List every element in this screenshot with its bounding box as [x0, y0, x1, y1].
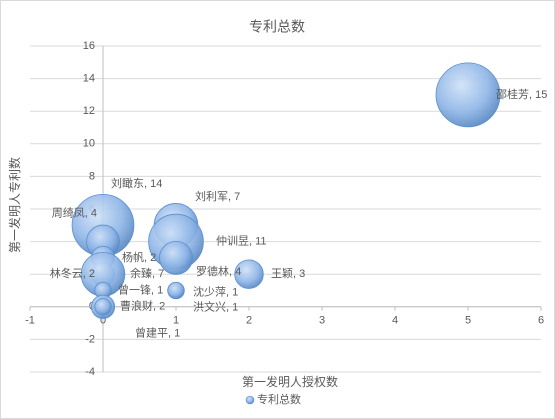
y-tick-label: 12 [83, 105, 95, 117]
bubble [435, 62, 501, 128]
y-tick-label: 10 [83, 138, 95, 150]
chart-title: 专利总数 [249, 19, 305, 35]
data-label: 刘瞰东, 14 [111, 176, 162, 190]
bubble [159, 240, 193, 275]
y-tick-label: 14 [83, 73, 95, 85]
x-tick-label: -1 [25, 315, 35, 327]
data-label: 邵桂芳, 15 [496, 87, 547, 101]
bubble [234, 259, 264, 289]
x-tick-label: 4 [392, 315, 398, 327]
data-label: 曾一锋, 1 [118, 282, 163, 296]
x-tick-label: 6 [538, 315, 544, 327]
data-label: 曾建平, 1 [135, 326, 180, 340]
x-axis-title: 第一发明人授权数 [242, 374, 338, 389]
legend-marker [245, 395, 255, 405]
data-label: 洪文兴, 1 [193, 299, 238, 313]
x-tick-label: 1 [173, 315, 179, 327]
data-label: 曹浪财, 2 [120, 299, 165, 313]
data-label: 罗德林, 4 [196, 264, 241, 278]
data-label: 刘利军, 7 [195, 190, 240, 203]
data-label: 沈少萍, 1 [193, 284, 238, 298]
data-label: 王颖, 3 [271, 267, 305, 280]
y-tick-label: 16 [83, 40, 95, 52]
data-label: 林冬云, 2 [50, 266, 95, 280]
bubble [94, 298, 112, 316]
x-tick-label: 5 [465, 315, 471, 327]
data-label: 周绮凤, 4 [52, 206, 97, 220]
y-tick-label: 8 [89, 170, 95, 182]
y-tick-label: -2 [85, 333, 95, 345]
data-label: 余臻, 7 [130, 266, 164, 280]
x-tick-label: 0 [100, 315, 106, 327]
bubble [167, 281, 185, 300]
x-tick-label: 2 [246, 315, 252, 327]
data-label: 仲训昱, 11 [216, 234, 267, 248]
y-tick-label: -4 [85, 366, 95, 378]
legend-label: 专利总数 [257, 392, 301, 406]
y-axis-title: 第一发明人专利数 [7, 157, 22, 253]
x-tick-label: 3 [319, 315, 325, 327]
data-label: 杨帆, 2 [122, 250, 156, 264]
